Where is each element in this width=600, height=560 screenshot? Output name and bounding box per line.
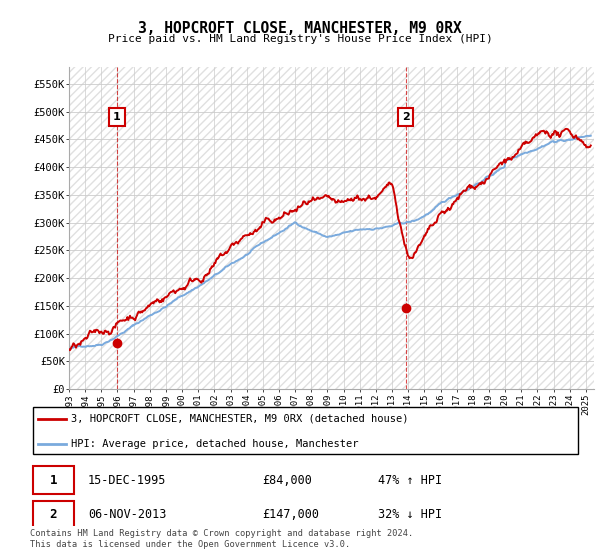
Text: 2: 2 [49,508,57,521]
Text: £147,000: £147,000 [262,508,319,521]
Text: £84,000: £84,000 [262,474,312,487]
Text: HPI: Average price, detached house, Manchester: HPI: Average price, detached house, Manc… [71,438,359,449]
Text: 06-NOV-2013: 06-NOV-2013 [88,508,166,521]
Text: 47% ↑ HPI: 47% ↑ HPI [378,474,442,487]
Text: 3, HOPCROFT CLOSE, MANCHESTER, M9 0RX (detached house): 3, HOPCROFT CLOSE, MANCHESTER, M9 0RX (d… [71,414,409,424]
FancyBboxPatch shape [33,501,74,529]
FancyBboxPatch shape [33,407,578,454]
Text: Contains HM Land Registry data © Crown copyright and database right 2024.
This d: Contains HM Land Registry data © Crown c… [30,529,413,549]
Text: 3, HOPCROFT CLOSE, MANCHESTER, M9 0RX: 3, HOPCROFT CLOSE, MANCHESTER, M9 0RX [138,21,462,36]
Text: 15-DEC-1995: 15-DEC-1995 [88,474,166,487]
Text: 32% ↓ HPI: 32% ↓ HPI [378,508,442,521]
Text: 2: 2 [402,112,410,122]
FancyBboxPatch shape [33,466,74,494]
Text: 1: 1 [113,112,121,122]
Text: 1: 1 [49,474,57,487]
Text: Price paid vs. HM Land Registry's House Price Index (HPI): Price paid vs. HM Land Registry's House … [107,34,493,44]
